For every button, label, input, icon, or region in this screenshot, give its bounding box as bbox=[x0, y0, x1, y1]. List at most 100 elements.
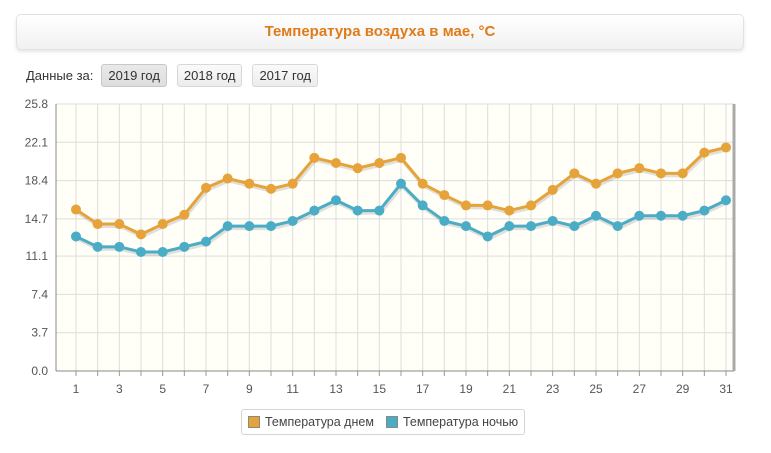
x-tick-label: 15 bbox=[373, 382, 387, 396]
x-tick-label: 21 bbox=[503, 382, 517, 396]
data-point-night bbox=[417, 200, 428, 211]
data-point-day bbox=[352, 163, 363, 174]
data-point-day bbox=[222, 173, 233, 184]
data-point-day bbox=[157, 219, 168, 230]
data-point-night bbox=[461, 221, 471, 232]
data-point-day bbox=[612, 168, 623, 179]
data-point-day bbox=[396, 152, 406, 163]
plot-area bbox=[56, 104, 734, 371]
data-point-night bbox=[287, 215, 298, 226]
data-point-night bbox=[721, 195, 731, 206]
legend-label-day: Температура днем bbox=[265, 415, 374, 429]
legend-swatch-day bbox=[248, 416, 260, 428]
data-point-day bbox=[547, 184, 558, 195]
data-point-night bbox=[266, 221, 276, 232]
x-tick-label: 9 bbox=[246, 382, 253, 396]
data-point-day bbox=[309, 152, 320, 163]
data-point-day bbox=[504, 205, 515, 216]
data-point-day bbox=[656, 168, 666, 179]
data-point-day bbox=[699, 147, 710, 158]
y-tick-label: 0.0 bbox=[31, 364, 48, 378]
data-point-night bbox=[482, 231, 493, 242]
x-tick-label: 13 bbox=[329, 382, 343, 396]
data-point-day bbox=[179, 209, 190, 220]
y-tick-label: 11.1 bbox=[26, 249, 49, 263]
y-tick-label: 14.7 bbox=[25, 212, 49, 226]
data-point-night bbox=[71, 231, 81, 242]
data-point-night bbox=[136, 246, 146, 257]
x-tick-label: 17 bbox=[416, 382, 430, 396]
x-tick-label: 29 bbox=[676, 382, 690, 396]
x-tick-label: 23 bbox=[546, 382, 560, 396]
data-point-day bbox=[417, 178, 428, 189]
data-point-day bbox=[201, 182, 211, 193]
data-point-night bbox=[157, 246, 168, 257]
legend-item-day[interactable]: Температура днем bbox=[248, 415, 374, 429]
period-selector: Данные за: 2019 год 2018 год 2017 год bbox=[26, 63, 328, 87]
data-point-night bbox=[222, 221, 233, 232]
data-point-day bbox=[634, 163, 645, 174]
data-point-day bbox=[287, 178, 298, 189]
legend-item-night[interactable]: Температура ночью bbox=[385, 415, 519, 429]
x-tick-label: 5 bbox=[159, 382, 166, 396]
y-tick-label: 22.1 bbox=[25, 135, 49, 149]
data-point-day bbox=[677, 168, 688, 179]
x-tick-label: 31 bbox=[719, 382, 733, 396]
data-point-day bbox=[374, 157, 385, 168]
year-2018-button[interactable]: 2018 год bbox=[176, 63, 243, 87]
data-point-day bbox=[331, 157, 341, 168]
data-point-night bbox=[201, 236, 211, 247]
data-point-night bbox=[352, 205, 363, 216]
data-point-night bbox=[699, 205, 710, 216]
data-point-day bbox=[461, 200, 471, 211]
data-point-night bbox=[612, 221, 623, 232]
data-point-day bbox=[482, 200, 493, 211]
legend-swatch-night bbox=[385, 416, 398, 428]
data-point-night bbox=[634, 210, 645, 221]
period-label: Данные за: bbox=[26, 67, 94, 83]
data-point-night bbox=[309, 205, 320, 216]
x-tick-label: 1 bbox=[73, 382, 80, 396]
y-tick-label: 25.8 bbox=[25, 97, 49, 111]
data-point-night bbox=[439, 215, 450, 226]
data-point-night bbox=[179, 241, 190, 252]
data-point-night bbox=[244, 221, 255, 232]
x-tick-label: 7 bbox=[203, 382, 210, 396]
data-point-night bbox=[396, 178, 406, 189]
data-point-day bbox=[92, 219, 103, 230]
data-point-day bbox=[136, 229, 146, 240]
data-point-night bbox=[374, 205, 385, 216]
data-point-day bbox=[266, 183, 276, 194]
data-point-day bbox=[721, 142, 731, 153]
y-tick-label: 7.4 bbox=[31, 287, 48, 301]
x-tick-label: 25 bbox=[589, 382, 603, 396]
data-point-night bbox=[114, 241, 125, 252]
data-point-day bbox=[526, 200, 536, 211]
data-point-day bbox=[591, 178, 601, 189]
data-point-night bbox=[526, 221, 536, 232]
chart-legend: Температура днем Температура ночью bbox=[241, 409, 526, 435]
data-point-day bbox=[71, 204, 81, 215]
data-point-day bbox=[569, 168, 580, 179]
x-tick-label: 11 bbox=[286, 382, 299, 396]
data-point-night bbox=[547, 215, 558, 226]
data-point-day bbox=[114, 219, 125, 230]
data-point-night bbox=[569, 221, 580, 232]
data-point-night bbox=[92, 241, 103, 252]
data-point-night bbox=[504, 221, 515, 232]
x-tick-label: 27 bbox=[633, 382, 647, 396]
year-2017-button[interactable]: 2017 год bbox=[252, 63, 318, 87]
data-point-day bbox=[439, 190, 450, 201]
y-tick-label: 18.4 bbox=[25, 174, 49, 188]
legend-label-night: Температура ночью bbox=[402, 415, 519, 429]
year-2019-button[interactable]: 2019 год bbox=[101, 63, 167, 87]
data-point-night bbox=[677, 210, 688, 221]
data-point-night bbox=[656, 210, 666, 221]
data-point-night bbox=[591, 210, 601, 221]
x-tick-label: 19 bbox=[459, 382, 473, 396]
data-point-night bbox=[331, 195, 341, 206]
x-tick-label: 3 bbox=[116, 382, 123, 396]
y-tick-label: 3.7 bbox=[31, 326, 48, 340]
chart-title: Температура воздуха в мае, °С bbox=[16, 14, 744, 50]
